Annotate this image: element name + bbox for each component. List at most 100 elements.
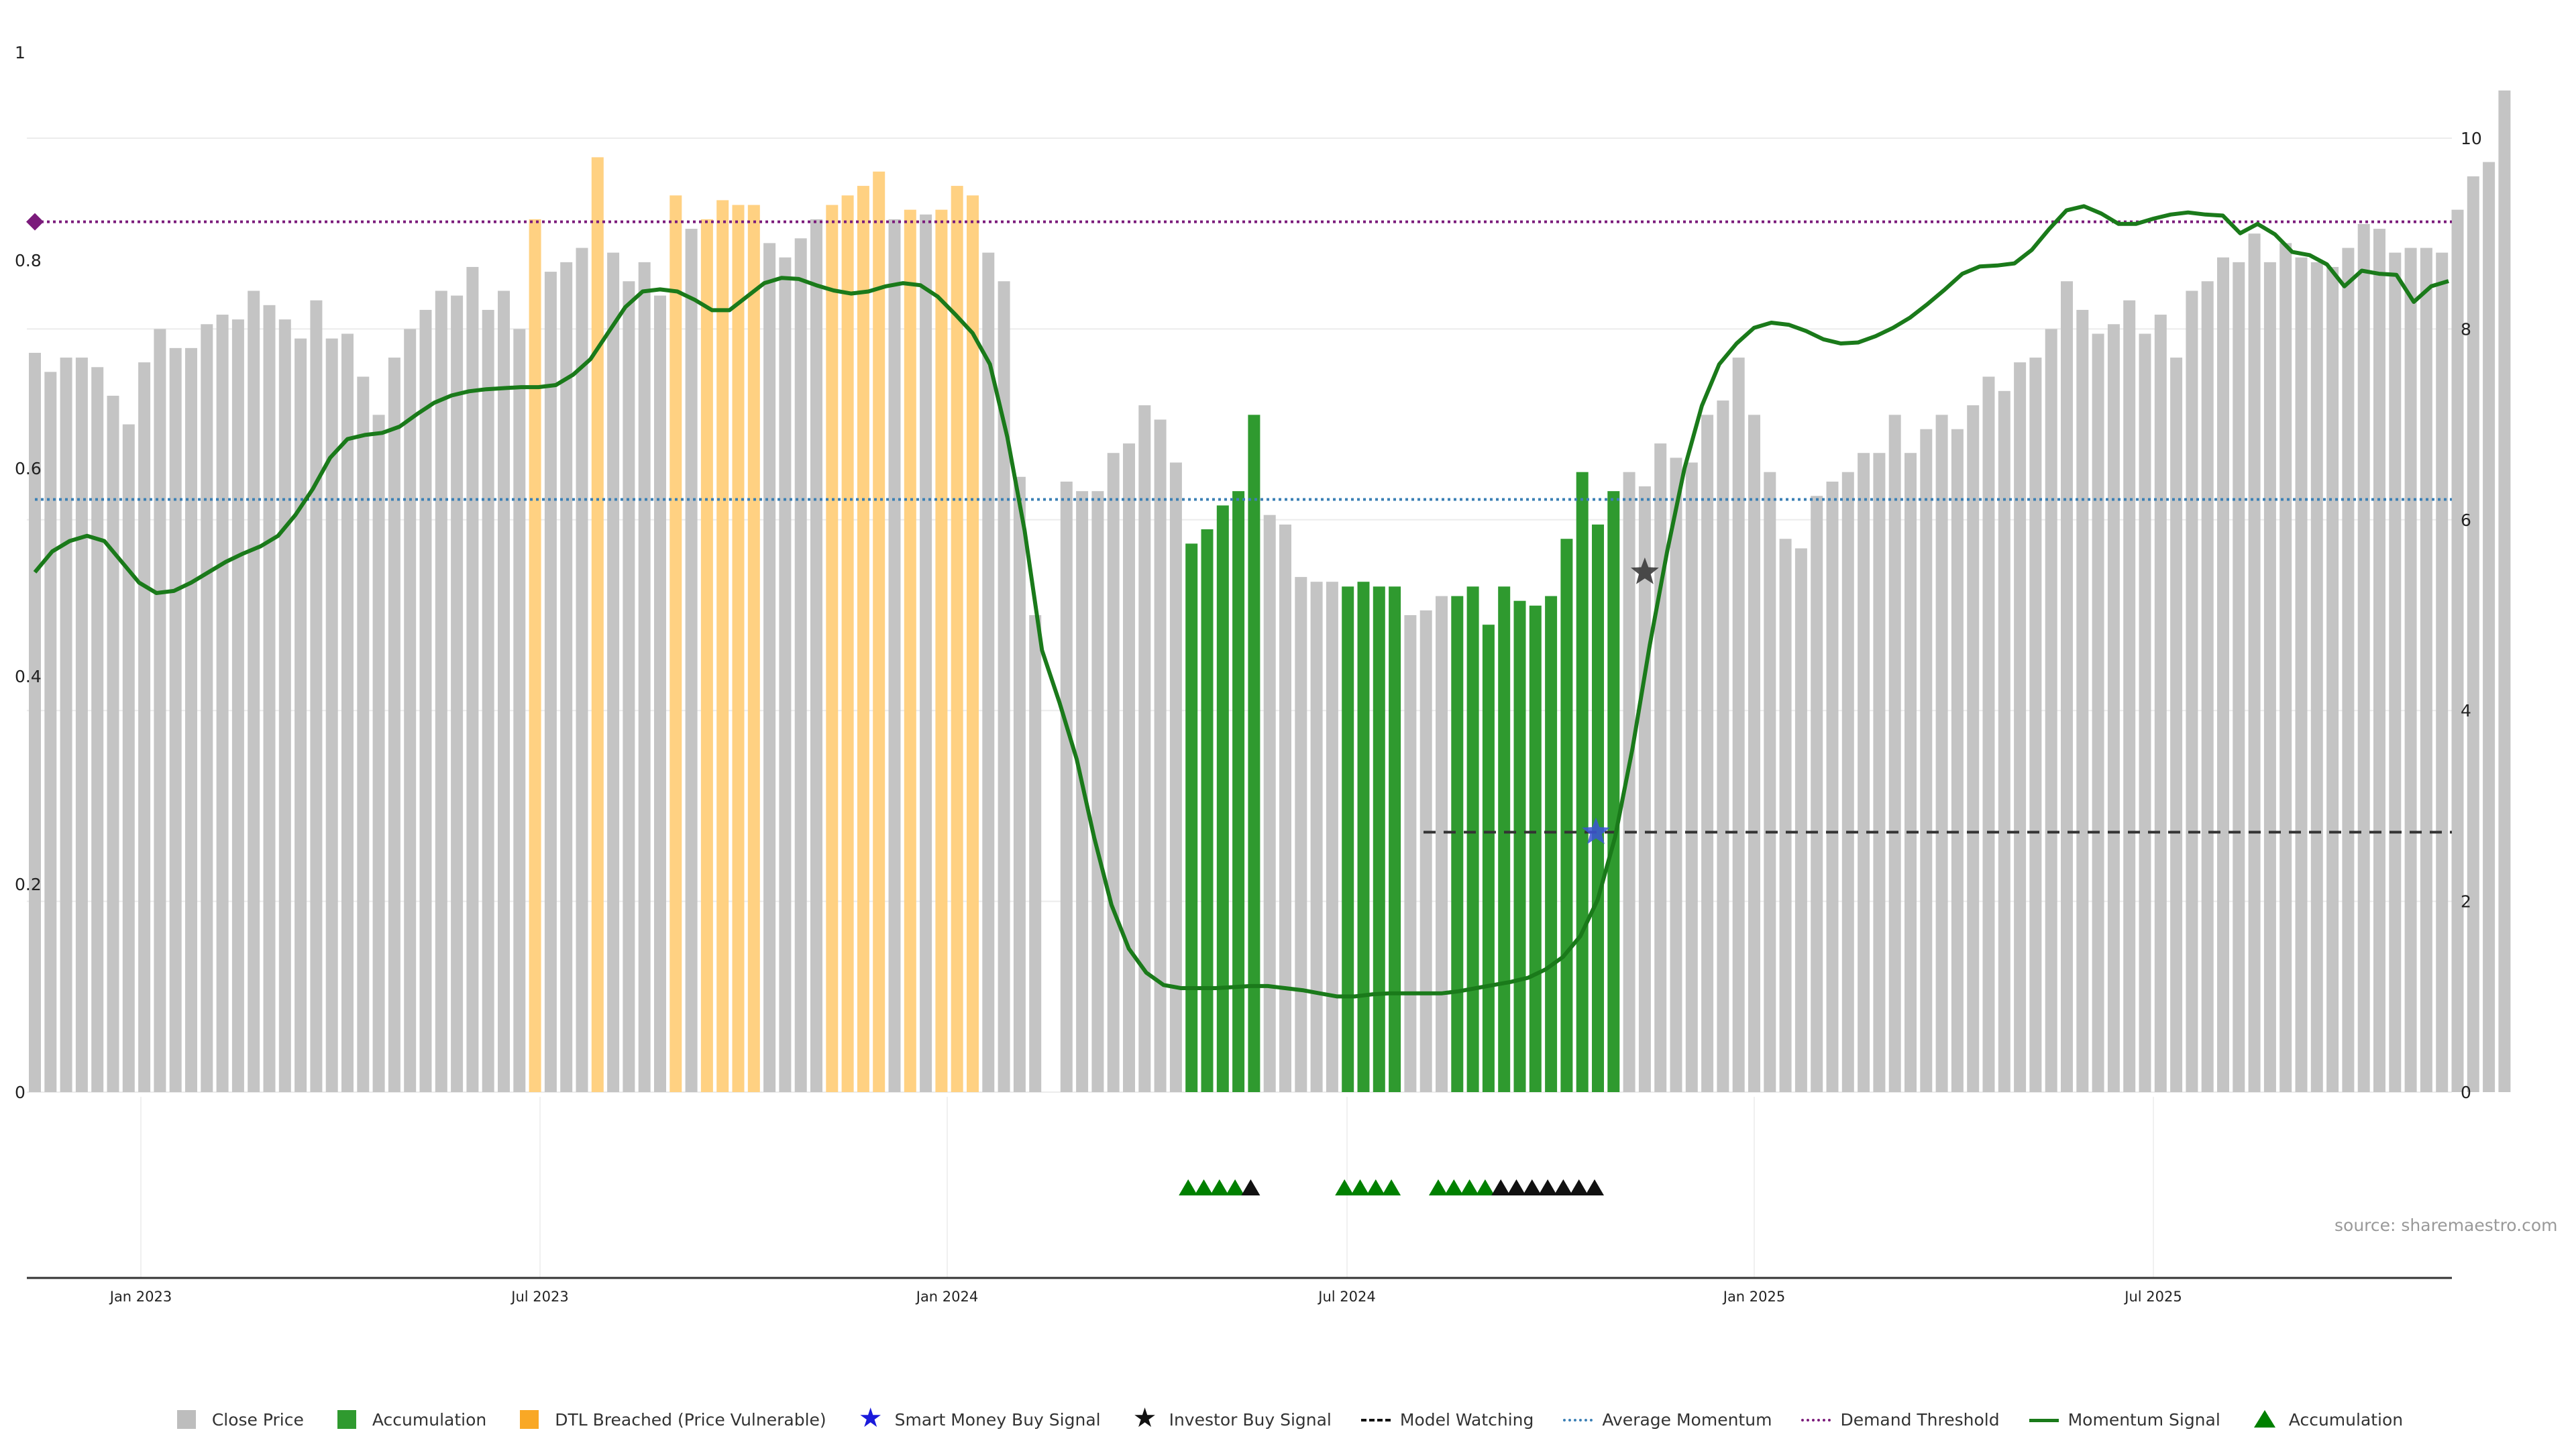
legend-label-accumulation-marker: Accumulation — [2288, 1409, 2404, 1430]
bar — [2373, 229, 2385, 1093]
star-icon: ★ — [858, 1403, 883, 1434]
legend-item-accumulation: Accumulation — [333, 1409, 486, 1430]
bar — [404, 329, 417, 1093]
bar — [2310, 262, 2323, 1093]
y-right-tick-label: 8 — [2461, 319, 2471, 339]
bar — [1013, 476, 1026, 1092]
legend-swatch-model-watching — [1360, 1409, 1391, 1430]
bar — [2248, 233, 2261, 1092]
bar — [1748, 415, 1760, 1092]
legend-swatch-close-price — [173, 1409, 203, 1430]
bar — [419, 309, 432, 1092]
legend-swatch-accumulation — [333, 1409, 363, 1430]
bar — [1685, 462, 1698, 1092]
bar — [60, 358, 72, 1092]
bar — [2092, 333, 2104, 1093]
demand-threshold-marker — [26, 213, 44, 231]
bar — [2467, 176, 2479, 1092]
bar — [1123, 443, 1135, 1092]
accumulation-marker — [1241, 1179, 1260, 1195]
bar — [1623, 472, 1635, 1092]
bar — [1060, 481, 1073, 1092]
bar — [185, 347, 197, 1092]
bar — [1185, 543, 1198, 1092]
accumulation-marker — [1569, 1179, 1589, 1195]
legend-label-demand-threshold: Demand Threshold — [1840, 1409, 2000, 1430]
bar — [2233, 262, 2245, 1093]
x-tick-label: Jan 2025 — [1722, 1289, 1786, 1305]
bar — [1373, 586, 1385, 1092]
accumulation-marker — [1585, 1179, 1604, 1195]
bar — [435, 290, 447, 1092]
bar — [1717, 400, 1729, 1093]
accumulation-marker — [1475, 1179, 1495, 1195]
bar — [2357, 223, 2370, 1092]
y-right-tick-label: 6 — [2461, 511, 2471, 530]
accumulation-marker — [1366, 1179, 1385, 1195]
y-right-tick-label: 4 — [2461, 701, 2471, 720]
bar — [998, 281, 1010, 1092]
bar — [669, 195, 682, 1093]
bar — [1404, 614, 1417, 1092]
bar — [560, 262, 573, 1093]
bar — [1513, 600, 1526, 1092]
bar — [623, 281, 635, 1092]
bar — [1967, 405, 1980, 1092]
accumulation-marker — [1491, 1179, 1511, 1195]
bar — [231, 319, 244, 1092]
legend-label-model-watching: Model Watching — [1399, 1409, 1534, 1430]
bar — [1389, 586, 1401, 1092]
bar — [2295, 257, 2308, 1093]
legend-label-accumulation: Accumulation — [372, 1409, 487, 1430]
bar — [1169, 462, 1182, 1092]
bar — [1436, 596, 1448, 1092]
accumulation-marker — [1335, 1179, 1354, 1195]
legend-label-close-price: Close Price — [211, 1409, 304, 1430]
legend-swatch-dtl-breached — [516, 1409, 545, 1430]
legend-item-close-price: Close Price — [173, 1409, 304, 1430]
legend-swatch-average-momentum — [1563, 1409, 1593, 1430]
y-right-tick-label: 10 — [2461, 129, 2482, 148]
bar — [700, 219, 713, 1092]
bar — [201, 324, 213, 1092]
bar — [482, 309, 494, 1092]
bar — [388, 358, 400, 1092]
bar — [1154, 419, 1167, 1092]
bar — [2123, 300, 2136, 1093]
legend-item-model-watching: Model Watching — [1360, 1409, 1534, 1430]
x-tick-label: Jan 2024 — [915, 1289, 979, 1305]
bar — [1560, 539, 1573, 1092]
y-left-tick-label: 0.8 — [15, 251, 42, 270]
accumulation-marker — [1554, 1179, 1573, 1195]
bar — [1998, 390, 2010, 1092]
bar — [2326, 266, 2339, 1093]
bar — [2061, 281, 2073, 1092]
bar — [1638, 486, 1651, 1092]
x-tick-label: Jul 2025 — [2123, 1289, 2182, 1305]
accumulation-marker — [1538, 1179, 1558, 1195]
bar — [1295, 577, 1307, 1092]
bar — [1326, 582, 1338, 1092]
bar — [122, 424, 135, 1092]
bar — [2436, 252, 2449, 1093]
bar — [654, 295, 666, 1092]
bar — [1248, 415, 1260, 1092]
bar — [1873, 453, 1886, 1092]
accumulation-marker — [1429, 1179, 1448, 1195]
bar — [2483, 162, 2496, 1092]
bar — [967, 195, 979, 1093]
bar — [1138, 405, 1151, 1092]
bar — [154, 329, 166, 1093]
bar — [2170, 358, 2183, 1092]
star-icon: ★ — [1132, 1403, 1157, 1434]
bar — [763, 243, 776, 1092]
bar — [779, 257, 792, 1093]
bar — [169, 347, 182, 1092]
bar — [576, 248, 588, 1092]
bar — [591, 157, 604, 1093]
bar — [1811, 496, 1823, 1092]
bar — [2342, 248, 2355, 1092]
bar — [466, 266, 479, 1093]
bar — [794, 238, 807, 1092]
bar — [1607, 491, 1620, 1092]
